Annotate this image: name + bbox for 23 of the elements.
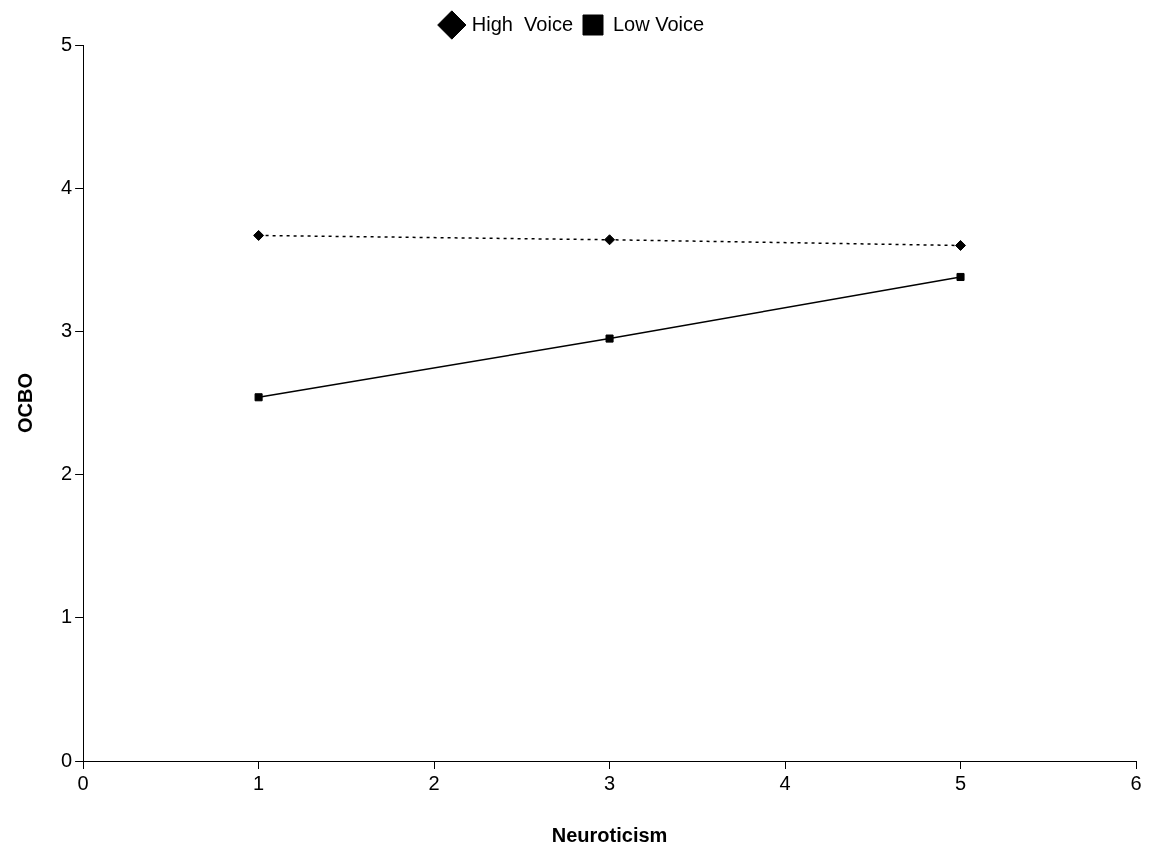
x-tick-label: 2	[428, 771, 440, 794]
y-tick-label: 4	[61, 175, 73, 198]
x-tick-label: 6	[1130, 771, 1142, 794]
y-tick-label: 3	[61, 318, 73, 341]
legend-label: High Voice	[471, 12, 573, 35]
y-tick-label: 5	[61, 32, 73, 55]
point	[956, 272, 965, 282]
point	[253, 229, 265, 241]
x-tick-label: 1	[253, 771, 265, 794]
x-tick-label: 3	[604, 771, 616, 794]
y-axis-title: OCBO	[13, 373, 36, 433]
y-tick-label: 0	[61, 748, 73, 771]
x-tick-label: 0	[77, 771, 89, 794]
point	[604, 234, 616, 246]
point	[254, 393, 263, 402]
legend-label: Low Voice	[613, 12, 705, 35]
point	[955, 239, 967, 251]
y-tick-label: 1	[61, 605, 73, 628]
x-tick-label: 5	[954, 771, 967, 794]
x-tick-label: 4	[779, 771, 791, 794]
y-tick-label: 2	[61, 462, 73, 485]
x-axis-title: Neuroticism	[551, 823, 668, 846]
point	[605, 334, 614, 343]
